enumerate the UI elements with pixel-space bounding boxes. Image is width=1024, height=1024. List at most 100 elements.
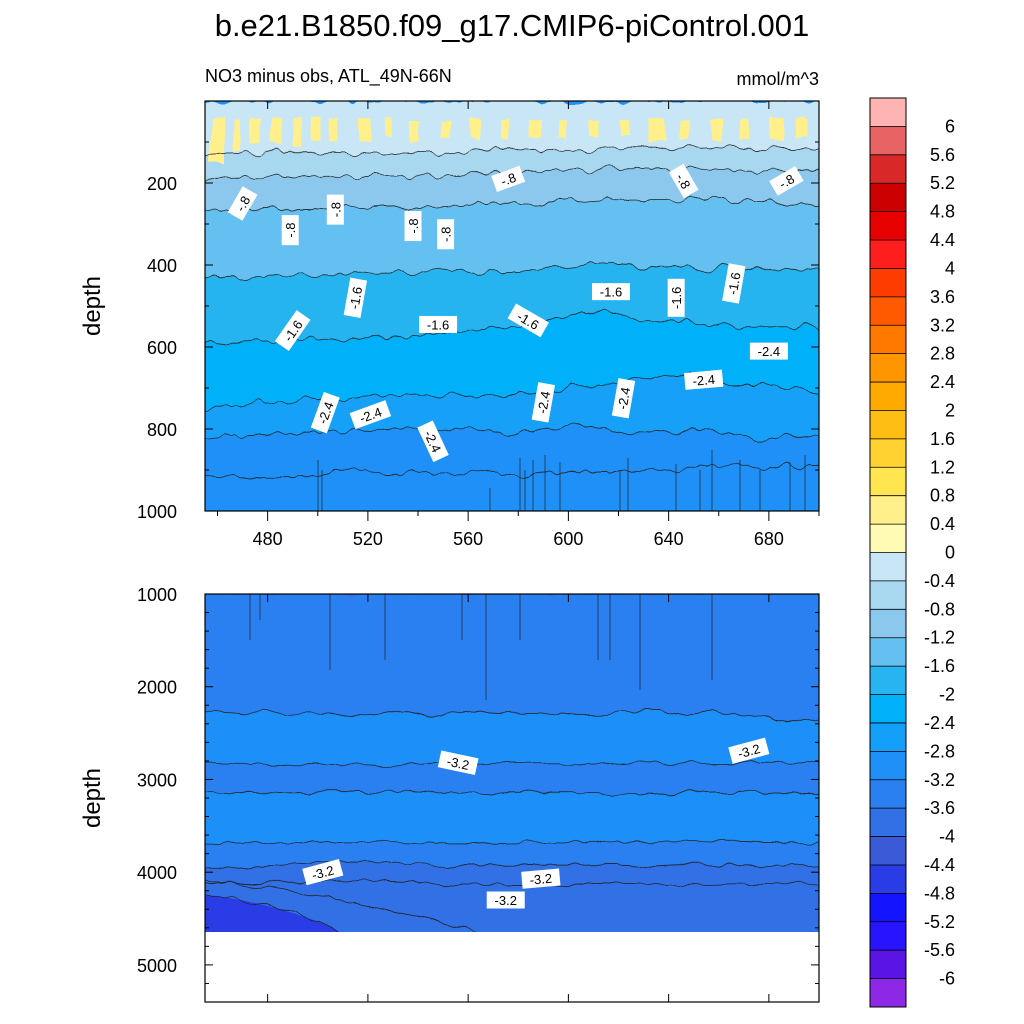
colorbar: 6 5.6 5.2 4.8 4.4 4 3.6 3.2 2.8 2.4 2 1.6 1.2 0.8 0.4 0… xyxy=(869,97,955,1008)
bottom-contour-label: -3.2 xyxy=(521,868,561,889)
bottom-contour-label-box xyxy=(521,868,561,889)
top-xtick-label: 520 xyxy=(353,529,383,549)
top-contour-label-text: -2.4 xyxy=(534,390,553,415)
colorbar-swatch xyxy=(870,694,906,724)
colorbar-swatch xyxy=(870,637,906,667)
top-panel-units: mmol/m^3 xyxy=(737,69,819,89)
top-contour-label: -1.6 xyxy=(343,277,368,318)
bottom-ytick-label: 2000 xyxy=(137,678,177,698)
colorbar-label: 4.8 xyxy=(930,202,955,222)
bottom-contour-label-box xyxy=(486,891,525,909)
colorbar-label: 4.4 xyxy=(930,230,955,250)
colorbar-label: -4 xyxy=(939,827,955,847)
top-contour-label: -2.4 xyxy=(310,391,340,434)
top-panel-ylabel: depth xyxy=(79,276,106,336)
top-contour-label: -1.6 xyxy=(722,263,746,304)
colorbar-label: 3.6 xyxy=(930,287,955,307)
colorbar-swatch xyxy=(870,183,906,213)
top-contour-label-box xyxy=(417,420,449,463)
top-contour-label: -1.6 xyxy=(419,315,458,333)
colorbar-swatch xyxy=(870,467,906,497)
colorbar-swatch xyxy=(870,808,906,838)
top-contour-label: -.8 xyxy=(437,219,455,250)
colorbar-frame xyxy=(869,97,907,1008)
top-contour-label-text: -2.4 xyxy=(315,400,337,426)
top-contour-label-text: -.8 xyxy=(673,171,694,192)
top-contour-label-box xyxy=(722,263,746,304)
top-contour-label: -.8 xyxy=(281,215,299,246)
top-contour-label-box xyxy=(419,315,458,333)
colorbar-swatch xyxy=(870,950,906,980)
top-contour-label-box xyxy=(749,342,788,360)
colorbar-label: -6 xyxy=(939,969,955,989)
top-ytick-label: 600 xyxy=(147,338,177,358)
colorbar-swatch xyxy=(870,751,906,781)
top-ytick-label: 200 xyxy=(147,174,177,194)
top-contour-label-text: -1.6 xyxy=(725,271,744,296)
top-contour-label-text: -.8 xyxy=(328,202,343,217)
bottom-panel-ticks: 1000 2000 3000 4000 5000 xyxy=(137,585,819,1002)
top-contour-label-box xyxy=(667,278,685,317)
colorbar-swatch xyxy=(870,921,906,951)
top-contour-label-box xyxy=(310,391,340,434)
colorbar-swatch xyxy=(870,864,906,894)
top-contour-label-text: -.8 xyxy=(233,193,254,214)
colorbar-swatch xyxy=(870,893,906,923)
colorbar-swatch xyxy=(870,382,906,411)
top-panel-ticks: 200 400 600 800 1000 480 520 560 600 640 680 xyxy=(137,101,820,549)
colorbar-label: -1.6 xyxy=(924,656,955,676)
colorbar-label: 2 xyxy=(945,400,955,420)
top-ytick-label: 400 xyxy=(147,256,177,276)
bottom-contour-label-box xyxy=(728,737,770,764)
top-contour-label-box xyxy=(326,194,344,225)
top-contour-label: -2.4 xyxy=(531,382,555,423)
bottom-contour-label-box xyxy=(302,859,344,886)
top-contour-label-box xyxy=(404,211,422,242)
top-ytick-label: 800 xyxy=(147,420,177,440)
top-contour-label-box xyxy=(684,369,724,390)
colorbar-label: -2.8 xyxy=(924,741,955,761)
colorbar-swatch xyxy=(870,779,906,809)
colorbar-label: -2.4 xyxy=(924,713,955,733)
bottom-contour-label-text: -3.2 xyxy=(495,893,517,908)
colorbar-swatch xyxy=(870,325,906,355)
top-contour-label: -.8 xyxy=(769,166,804,196)
colorbar-label: -5.2 xyxy=(924,912,955,932)
colorbar-label: -3.6 xyxy=(924,798,955,818)
bottom-ytick-label: 5000 xyxy=(137,956,177,976)
top-contour-label-box xyxy=(343,277,368,318)
colorbar-swatch xyxy=(870,268,906,298)
bottom-contour-label: -3.2 xyxy=(437,750,479,776)
top-contour-label-box xyxy=(227,186,258,221)
bottom-ytick-label: 3000 xyxy=(137,770,177,790)
top-xtick-label: 480 xyxy=(253,529,283,549)
top-contour-label-box xyxy=(437,219,455,250)
top-contour-label: -.8 xyxy=(491,165,526,193)
colorbar-label: 2.4 xyxy=(930,372,955,392)
top-contour-label-text: -2.4 xyxy=(357,404,383,426)
colorbar-swatch xyxy=(870,438,906,468)
top-contour-label-text: -1.6 xyxy=(669,287,684,309)
colorbar-swatch xyxy=(870,666,906,696)
colorbar-swatch xyxy=(870,722,906,752)
top-contour-label-text: -2.4 xyxy=(692,372,716,389)
bottom-contour-label: -3.2 xyxy=(486,891,525,909)
colorbar-label: -4.8 xyxy=(924,883,955,903)
bottom-contour-label: -3.2 xyxy=(302,859,344,886)
chart-title: b.e21.B1850.f09_g17.CMIP6-piControl.001 xyxy=(215,8,810,43)
top-xtick-label: 640 xyxy=(654,529,684,549)
top-xtick-label: 600 xyxy=(553,529,583,549)
top-contour-label-text: -.8 xyxy=(499,170,518,189)
colorbar-label: -2 xyxy=(939,685,955,705)
colorbar-label: -1.2 xyxy=(924,628,955,648)
top-contour-label: -.8 xyxy=(668,163,699,199)
top-contour-label: -.8 xyxy=(227,186,258,221)
top-contour-label-text: -1.6 xyxy=(600,285,622,300)
top-contour-label: -2.4 xyxy=(349,400,392,430)
top-contour-label: -1.6 xyxy=(667,278,685,317)
top-contour-label-text: -.8 xyxy=(776,171,797,192)
bottom-contour-label: -3.2 xyxy=(728,737,770,764)
colorbar-label: 0.8 xyxy=(930,486,955,506)
bottom-contour-label-text: -3.2 xyxy=(736,741,762,761)
colorbar-swatch xyxy=(870,410,906,440)
